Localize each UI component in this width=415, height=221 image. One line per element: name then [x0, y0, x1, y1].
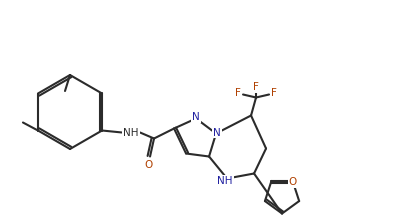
Text: N: N	[192, 112, 200, 122]
Text: F: F	[271, 88, 277, 97]
Text: O: O	[288, 177, 297, 187]
Text: F: F	[253, 82, 259, 93]
Text: NH: NH	[217, 175, 233, 185]
Text: O: O	[144, 160, 152, 170]
Text: N: N	[213, 128, 221, 137]
Text: NH: NH	[123, 128, 139, 137]
Text: F: F	[235, 88, 241, 97]
